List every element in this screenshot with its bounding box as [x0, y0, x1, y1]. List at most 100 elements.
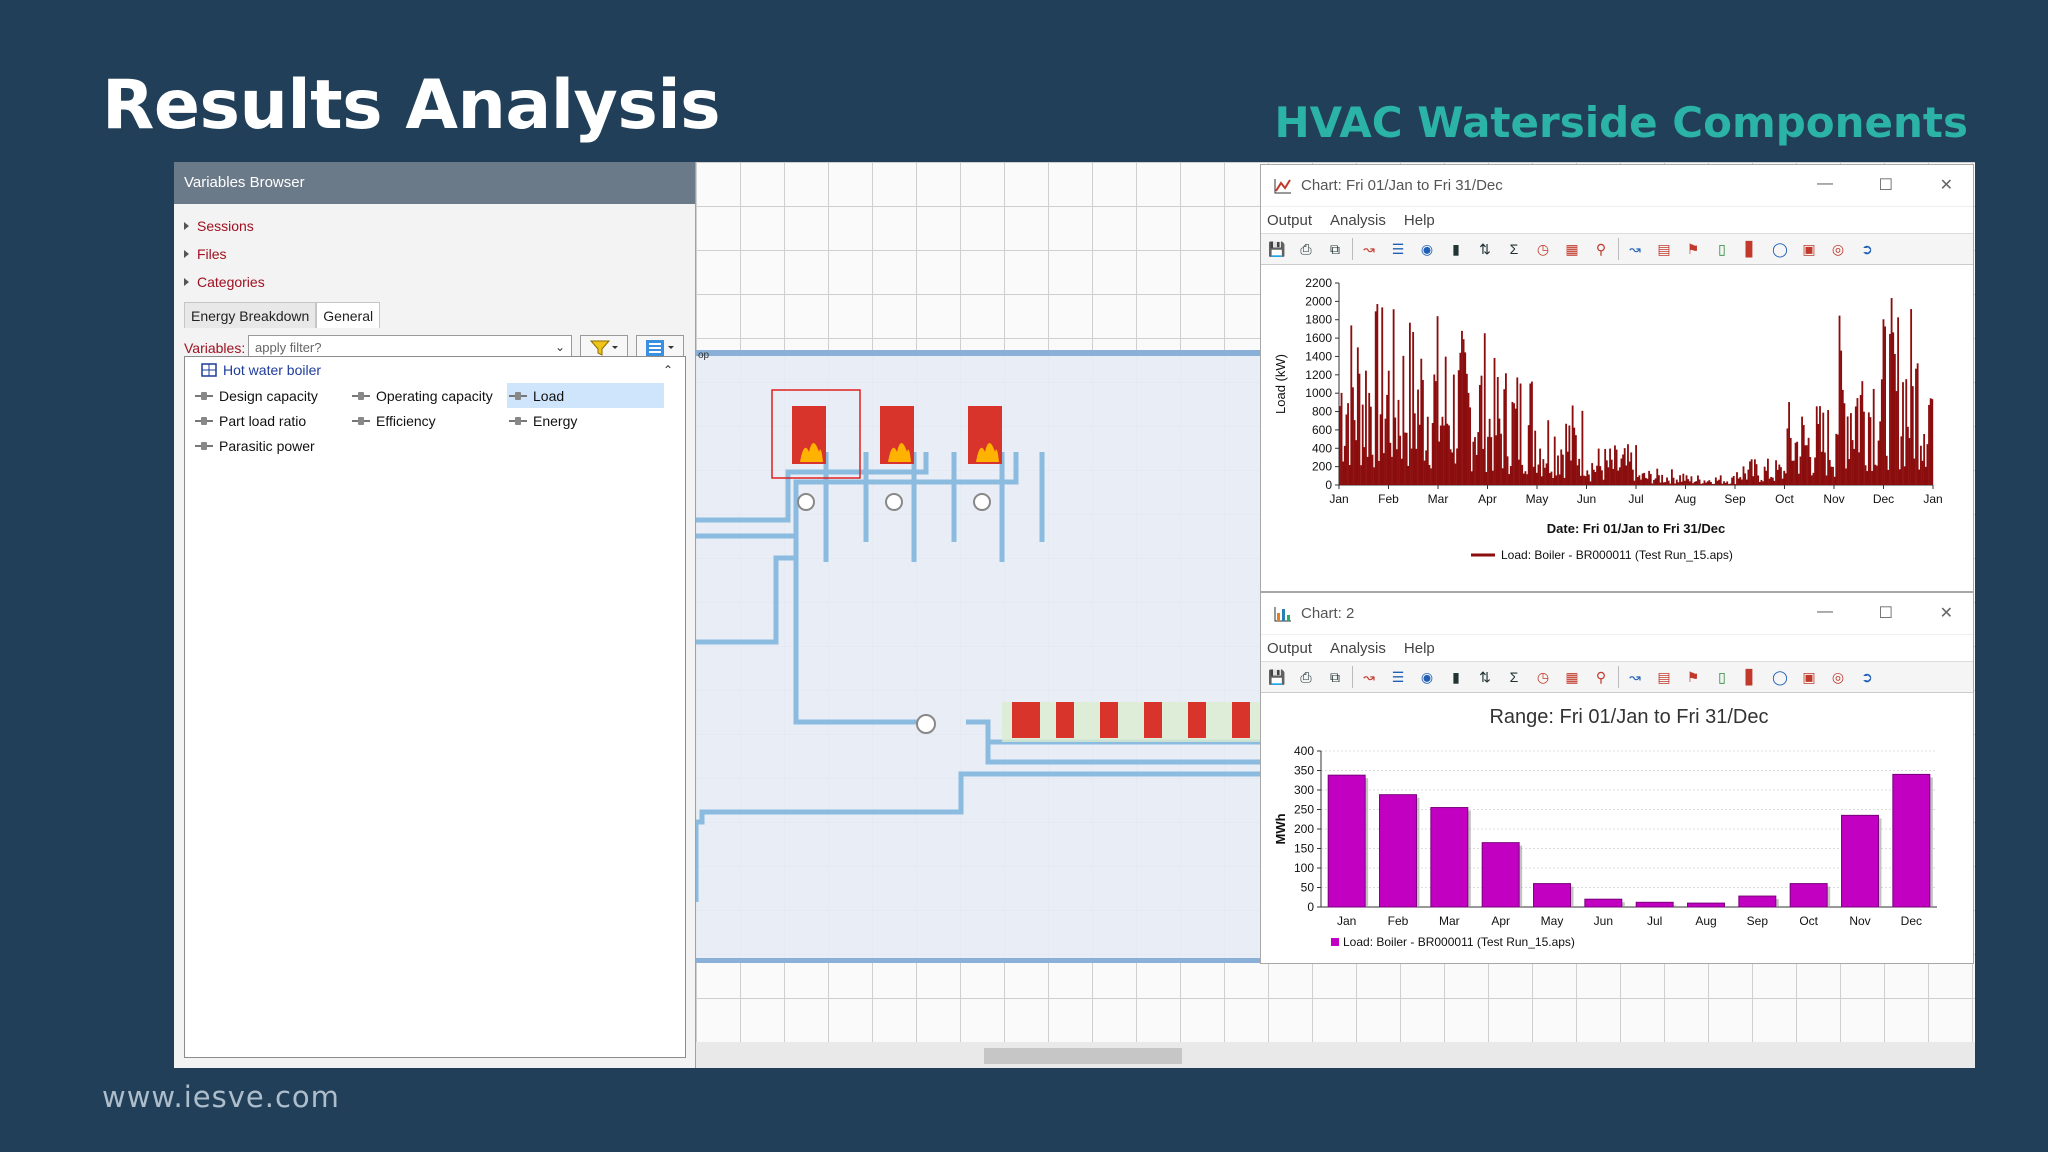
- filter-placeholder: apply filter?: [255, 340, 322, 355]
- menu-output[interactable]: Output: [1267, 211, 1313, 229]
- histogram-icon[interactable]: ▯: [1718, 668, 1726, 685]
- tab-energy-breakdown[interactable]: Energy Breakdown: [184, 302, 317, 328]
- bars-icon[interactable]: ▋: [1745, 240, 1757, 257]
- stack-icon[interactable]: ▤: [1657, 668, 1671, 685]
- load-bar: [1675, 479, 1678, 485]
- bar-icon[interactable]: ▮: [1452, 668, 1460, 685]
- load-bar: [1365, 370, 1367, 485]
- heatmap-icon[interactable]: ▣: [1802, 240, 1816, 257]
- load-bar: [1496, 377, 1499, 485]
- copy-icon[interactable]: ⧉: [1330, 668, 1340, 685]
- load-bar: [1688, 481, 1691, 485]
- zoom-icon[interactable]: ⚲: [1595, 240, 1607, 257]
- histogram-icon[interactable]: ▯: [1718, 240, 1726, 257]
- variable-part-load-ratio[interactable]: Part load ratio: [193, 408, 350, 433]
- minimize-icon[interactable]: —: [1817, 603, 1833, 620]
- load-bar: [1578, 458, 1581, 485]
- load-bar: [1641, 473, 1644, 485]
- load-bar: [1685, 475, 1688, 485]
- collapse-icon[interactable]: ⌃: [662, 363, 673, 377]
- load-bar: [1506, 456, 1509, 485]
- horizontal-scrollbar[interactable]: [696, 1042, 1975, 1068]
- exit-icon[interactable]: ➲: [1861, 668, 1873, 685]
- tree-item-files[interactable]: Files: [180, 240, 695, 268]
- multi-chart-icon[interactable]: ↝: [1629, 668, 1641, 685]
- load-bar: [1644, 477, 1647, 485]
- sum-icon[interactable]: Σ: [1509, 241, 1519, 257]
- calendar-icon[interactable]: ▦: [1565, 668, 1579, 685]
- target-icon[interactable]: ◎: [1831, 668, 1845, 685]
- load-bar: [1524, 471, 1527, 485]
- minimize-icon[interactable]: —: [1817, 175, 1833, 192]
- variable-parasitic-power[interactable]: Parasitic power: [193, 433, 350, 458]
- list-icon[interactable]: ☰: [1391, 240, 1405, 257]
- load-bar: [1747, 469, 1750, 485]
- load-bar: [1444, 356, 1447, 485]
- heatmap-icon[interactable]: ▣: [1802, 668, 1816, 685]
- rank-icon[interactable]: ⇅: [1479, 240, 1491, 257]
- menu-analysis[interactable]: Analysis: [1330, 639, 1386, 657]
- load-bar: [1438, 441, 1441, 485]
- menu-analysis[interactable]: Analysis: [1330, 211, 1386, 229]
- variable-operating-capacity[interactable]: Operating capacity: [350, 383, 507, 408]
- load-bar: [1846, 416, 1849, 485]
- print-icon[interactable]: ⎙: [1300, 240, 1312, 257]
- menu-help[interactable]: Help: [1403, 639, 1435, 657]
- clock-icon[interactable]: ◷: [1536, 668, 1550, 685]
- list-icon[interactable]: ☰: [1391, 668, 1405, 685]
- load-bar: [1727, 484, 1730, 485]
- load-bar: [1791, 460, 1794, 485]
- menu-help[interactable]: Help: [1403, 211, 1435, 229]
- line-chart-icon[interactable]: ↝: [1363, 240, 1375, 257]
- maximize-icon[interactable]: ☐: [1878, 177, 1893, 194]
- chevron-down-icon[interactable]: ⌄: [554, 340, 565, 354]
- line-chart-icon[interactable]: ↝: [1363, 668, 1375, 685]
- slide-title: Results Analysis: [102, 66, 721, 145]
- tree-item-categories[interactable]: Categories: [180, 268, 695, 296]
- camera-icon[interactable]: ◉: [1420, 240, 1434, 257]
- scrollbar-thumb[interactable]: [984, 1048, 1182, 1064]
- load-bar: [1490, 437, 1493, 485]
- load-bar: [1423, 460, 1426, 485]
- ring-icon[interactable]: ◯: [1772, 668, 1788, 685]
- expand-icon: [184, 278, 189, 286]
- clock-icon[interactable]: ◷: [1536, 240, 1550, 257]
- exit-icon[interactable]: ➲: [1861, 240, 1873, 257]
- multi-chart-icon[interactable]: ↝: [1629, 240, 1641, 257]
- calendar-icon[interactable]: ▦: [1565, 240, 1579, 257]
- y-tick-label: 0: [1325, 478, 1332, 492]
- load-bar: [1919, 445, 1922, 485]
- ring-icon[interactable]: ◯: [1772, 240, 1788, 257]
- flag-icon[interactable]: ⚑: [1686, 668, 1700, 685]
- load-bar: [1382, 453, 1385, 485]
- copy-icon[interactable]: ⧉: [1330, 240, 1340, 257]
- camera-icon[interactable]: ◉: [1420, 668, 1434, 685]
- load-bar: [1928, 404, 1930, 485]
- variable-icon: [352, 416, 370, 426]
- stack-icon[interactable]: ▤: [1657, 240, 1671, 257]
- variable-efficiency[interactable]: Efficiency: [350, 408, 507, 433]
- zoom-icon[interactable]: ⚲: [1595, 668, 1607, 685]
- maximize-icon[interactable]: ☐: [1878, 605, 1893, 622]
- tree: Sessions Files Categories: [174, 204, 695, 296]
- tab-general[interactable]: General: [316, 302, 381, 328]
- menu-output[interactable]: Output: [1267, 639, 1313, 657]
- print-icon[interactable]: ⎙: [1300, 668, 1312, 685]
- group-hot-water-boiler[interactable]: Hot water boiler ⌃: [185, 357, 685, 383]
- flag-icon[interactable]: ⚑: [1686, 240, 1700, 257]
- target-icon[interactable]: ◎: [1831, 240, 1845, 257]
- load-bar: [1762, 481, 1764, 485]
- close-icon[interactable]: ✕: [1939, 177, 1953, 194]
- variable-load[interactable]: Load: [507, 383, 664, 408]
- tree-item-sessions[interactable]: Sessions: [180, 212, 695, 240]
- bar-icon[interactable]: ▮: [1452, 240, 1460, 257]
- save-icon[interactable]: 💾: [1268, 240, 1286, 257]
- variable-energy[interactable]: Energy: [507, 408, 664, 433]
- close-icon[interactable]: ✕: [1939, 605, 1953, 622]
- save-icon[interactable]: 💾: [1268, 668, 1286, 685]
- sum-icon[interactable]: Σ: [1509, 669, 1519, 685]
- bars-icon[interactable]: ▋: [1745, 668, 1757, 685]
- rank-icon[interactable]: ⇅: [1479, 668, 1491, 685]
- load-bar: [1711, 484, 1714, 485]
- variable-design-capacity[interactable]: Design capacity: [193, 383, 350, 408]
